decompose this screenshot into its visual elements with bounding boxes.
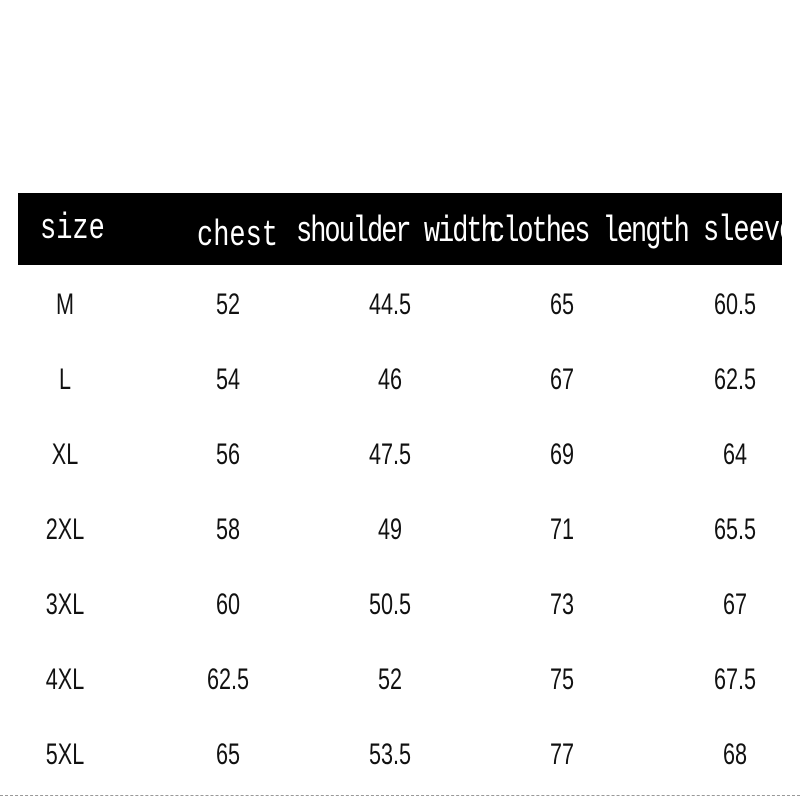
cell-shoulder-width: 46 bbox=[377, 363, 403, 396]
cell-size: L bbox=[58, 363, 72, 396]
bottom-divider bbox=[0, 795, 800, 796]
header-shoulder-width: shoulder width bbox=[296, 212, 497, 254]
cell-size: 2XL bbox=[45, 513, 85, 546]
cell-clothes-length: 73 bbox=[549, 588, 575, 621]
cell-clothes-length: 69 bbox=[549, 438, 575, 471]
cell-shoulder-width: 47.5 bbox=[368, 438, 412, 471]
header-clothes-length: clothes length bbox=[489, 212, 690, 254]
cell-sleeve: 65.5 bbox=[713, 513, 757, 546]
table-header: size chest shoulder width clothes length… bbox=[18, 193, 795, 265]
cell-size: 3XL bbox=[45, 588, 85, 621]
cell-chest: 62.5 bbox=[206, 663, 250, 696]
cell-shoulder-width: 50.5 bbox=[368, 588, 412, 621]
cell-size: XL bbox=[51, 438, 79, 471]
cell-clothes-length: 71 bbox=[549, 513, 575, 546]
cell-sleeve: 60.5 bbox=[713, 288, 757, 321]
cell-sleeve: 68 bbox=[722, 738, 748, 771]
cell-sleeve: 62.5 bbox=[713, 363, 757, 396]
cell-chest: 58 bbox=[215, 513, 241, 546]
header-chest: chest bbox=[197, 216, 279, 258]
cell-shoulder-width: 49 bbox=[377, 513, 403, 546]
cell-sleeve: 67.5 bbox=[713, 663, 757, 696]
cell-chest: 60 bbox=[215, 588, 241, 621]
header-size: size bbox=[40, 209, 105, 251]
cell-clothes-length: 65 bbox=[549, 288, 575, 321]
cell-chest: 65 bbox=[215, 738, 241, 771]
cell-clothes-length: 67 bbox=[549, 363, 575, 396]
cell-sleeve: 64 bbox=[722, 438, 748, 471]
cell-shoulder-width: 44.5 bbox=[368, 288, 412, 321]
cell-sleeve: 67 bbox=[722, 588, 748, 621]
cell-size: 4XL bbox=[45, 663, 85, 696]
cell-clothes-length: 75 bbox=[549, 663, 575, 696]
cell-size: 5XL bbox=[45, 738, 85, 771]
cell-chest: 54 bbox=[215, 363, 241, 396]
cell-chest: 52 bbox=[215, 288, 241, 321]
cell-clothes-length: 77 bbox=[549, 738, 575, 771]
header-sleeve: sleeve bbox=[703, 211, 795, 253]
cell-shoulder-width: 52 bbox=[377, 663, 403, 696]
cell-shoulder-width: 53.5 bbox=[368, 738, 412, 771]
cell-size: M bbox=[56, 288, 74, 321]
cell-chest: 56 bbox=[215, 438, 241, 471]
